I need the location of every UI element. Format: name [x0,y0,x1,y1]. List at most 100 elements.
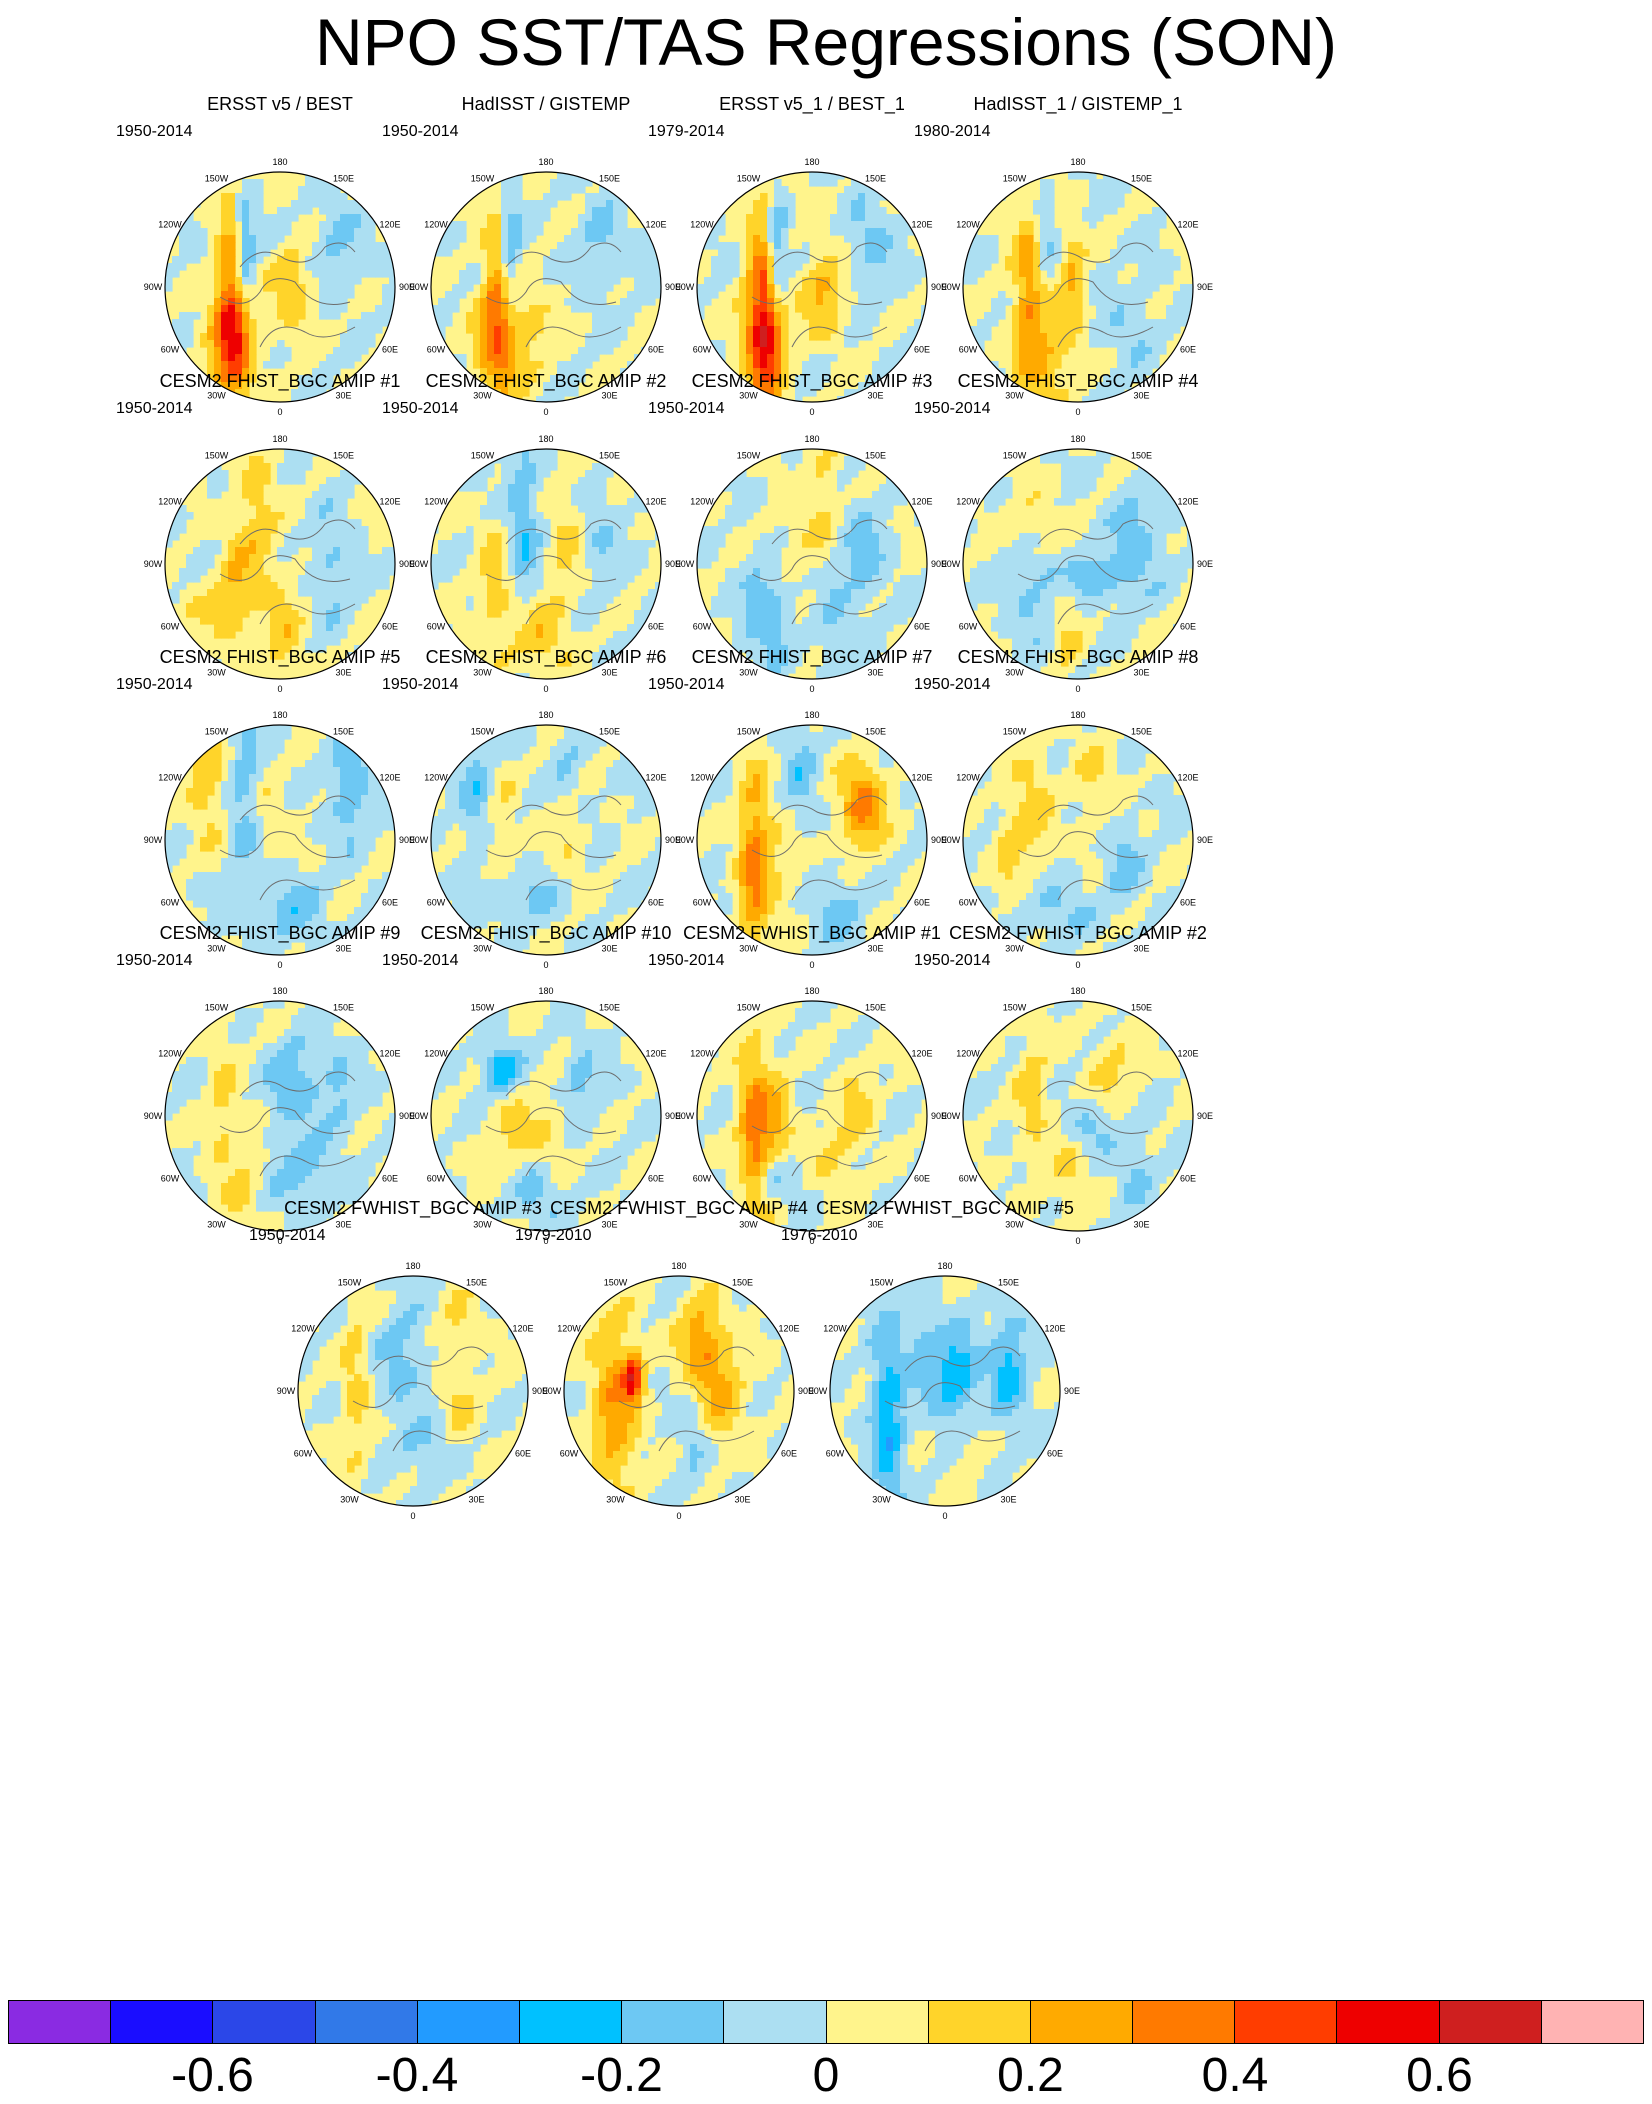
colorbar-tick-label: 0.6 [1406,2049,1473,2102]
longitude-label: 120W [690,497,714,507]
longitude-label: 30E [867,943,883,953]
map-boundary [430,1000,662,1232]
coastline [485,795,622,901]
longitude-label: 90W [410,559,429,569]
map-boundary [164,724,396,956]
longitude-label: 150E [1131,174,1152,184]
longitude-label: 120W [158,220,182,230]
coastline [1017,1071,1154,1177]
longitude-label: 90E [931,835,947,845]
polar-stereographic-map: 180 150E 120E 90E 60E 30E 0 30W 60W 90W 120W 150W [543,1261,814,1521]
longitude-label: 90W [410,835,429,845]
longitude-label: 30E [601,667,617,677]
longitude-label: 90W [277,1386,296,1396]
colorbar-swatch [1235,2001,1338,2043]
colorbar-swatch [1133,2001,1236,2043]
longitude-label: 120E [911,1049,932,1059]
map-panel: CESM2 FHIST_BGC AMIP #10 1950-2014 180 150E… [376,922,716,1272]
longitude-label: 120W [424,220,448,230]
longitude-label: 90W [144,835,163,845]
longitude-label: 90W [676,282,695,292]
coastline [485,242,622,348]
polar-stereographic-map: 180 150E 120E 90E 60E 30E 0 30W 60W 90W 120W 150W [144,157,415,417]
colorbar-tick-label: -0.4 [375,2049,459,2102]
longitude-label: 180 [1070,986,1085,996]
longitude-label: 30W [1005,390,1024,400]
longitude-label: 150W [1003,1003,1027,1013]
panel-title: CESM2 FHIST_BGC AMIP #1 [159,371,401,391]
polar-stereographic-map: 180 150E 120E 90E 60E 30E 0 30W 60W 90W 120W 150W [809,1261,1080,1521]
coastline [884,1346,1021,1452]
longitude-label: 120E [1177,497,1198,507]
map-panel: CESM2 FHIST_BGC AMIP #6 1950-2014 180 150E 1… [376,646,716,996]
longitude-label: 150E [599,451,620,461]
longitude-label: 120W [158,773,182,783]
longitude-label: 90W [676,1111,695,1121]
longitude-label: 120W [690,1049,714,1059]
map-panel: CESM2 FWHIST_BGC AMIP #3 1950-2014 180 150E… [243,1197,583,1547]
coastline [618,1346,755,1452]
longitude-label: 150W [205,727,229,737]
regression-field [963,725,1193,955]
longitude-label: 30E [335,943,351,953]
colorbar-swatch [519,2001,623,2043]
longitude-label: 180 [1070,157,1085,167]
longitude-label: 150E [865,727,886,737]
panel-title: CESM2 FHIST_BGC AMIP #8 [957,647,1199,667]
longitude-label: 60W [693,622,712,632]
longitude-label: 150W [1003,727,1027,737]
longitude-label: 90W [144,1111,163,1121]
longitude-label: 60W [560,1449,579,1459]
longitude-label: 30E [468,1494,484,1504]
panel-title: CESM2 FHIST_BGC AMIP #7 [691,647,933,667]
longitude-label: 150W [737,451,761,461]
colorbar [8,2000,1644,2044]
longitude-label: 90W [410,1111,429,1121]
longitude-label: 90E [1197,282,1213,292]
longitude-label: 120E [379,1049,400,1059]
panel-title: CESM2 FWHIST_BGC AMIP #1 [683,923,941,943]
longitude-label: 60E [648,622,664,632]
longitude-label: 60W [427,622,446,632]
longitude-label: 120W [424,1049,448,1059]
colorbar-swatch [417,2001,520,2043]
longitude-label: 150W [737,1003,761,1013]
longitude-label: 180 [272,710,287,720]
panel-period: 1950-2014 [382,676,459,693]
longitude-label: 120W [291,1324,315,1334]
longitude-label: 60E [1180,898,1196,908]
longitude-label: 90E [399,282,415,292]
polar-stereographic-map: 180 150E 120E 90E 60E 30E 0 30W 60W 90W 120W 150W [410,434,681,694]
map-panel: CESM2 FHIST_BGC AMIP #4 1950-2014 180 150E 1… [908,370,1248,720]
polar-stereographic-map: 180 150E 120E 90E 60E 30E 0 30W 60W 90W 120W 150W [942,710,1213,970]
longitude-label: 120E [645,220,666,230]
longitude-label: 90E [665,835,681,845]
longitude-label: 90E [532,1386,548,1396]
longitude-label: 60W [427,1174,446,1184]
coastline [751,242,888,348]
longitude-label: 90W [942,282,961,292]
longitude-label: 150E [333,174,354,184]
colorbar-swatch [724,2001,827,2043]
longitude-label: 150E [599,727,620,737]
longitude-label: 90W [942,835,961,845]
panel-period: 1950-2014 [116,676,193,693]
longitude-label: 150E [998,1278,1019,1288]
colorbar-swatch [111,2001,214,2043]
longitude-label: 90E [931,559,947,569]
colorbar-swatch [1030,2001,1134,2043]
colorbar-labels: -0.6 -0.4 -0.2 0 0.2 0.4 0.6 [8,2048,1644,2104]
longitude-label: 150E [732,1278,753,1288]
panel-title: HadISST_1 / GISTEMP_1 [973,94,1183,114]
longitude-label: 120W [690,773,714,783]
longitude-label: 30E [867,390,883,400]
panel-title: CESM2 FHIST_BGC AMIP #6 [425,647,667,667]
map-boundary [962,171,1194,403]
longitude-label: 120E [1044,1324,1065,1334]
longitude-label: 0 [676,1511,681,1521]
longitude-label: 120E [379,773,400,783]
longitude-label: 30E [734,1494,750,1504]
colorbar-swatch [1541,2001,1643,2043]
panel-title: CESM2 FHIST_BGC AMIP #9 [159,923,401,943]
map-boundary [696,1000,928,1232]
